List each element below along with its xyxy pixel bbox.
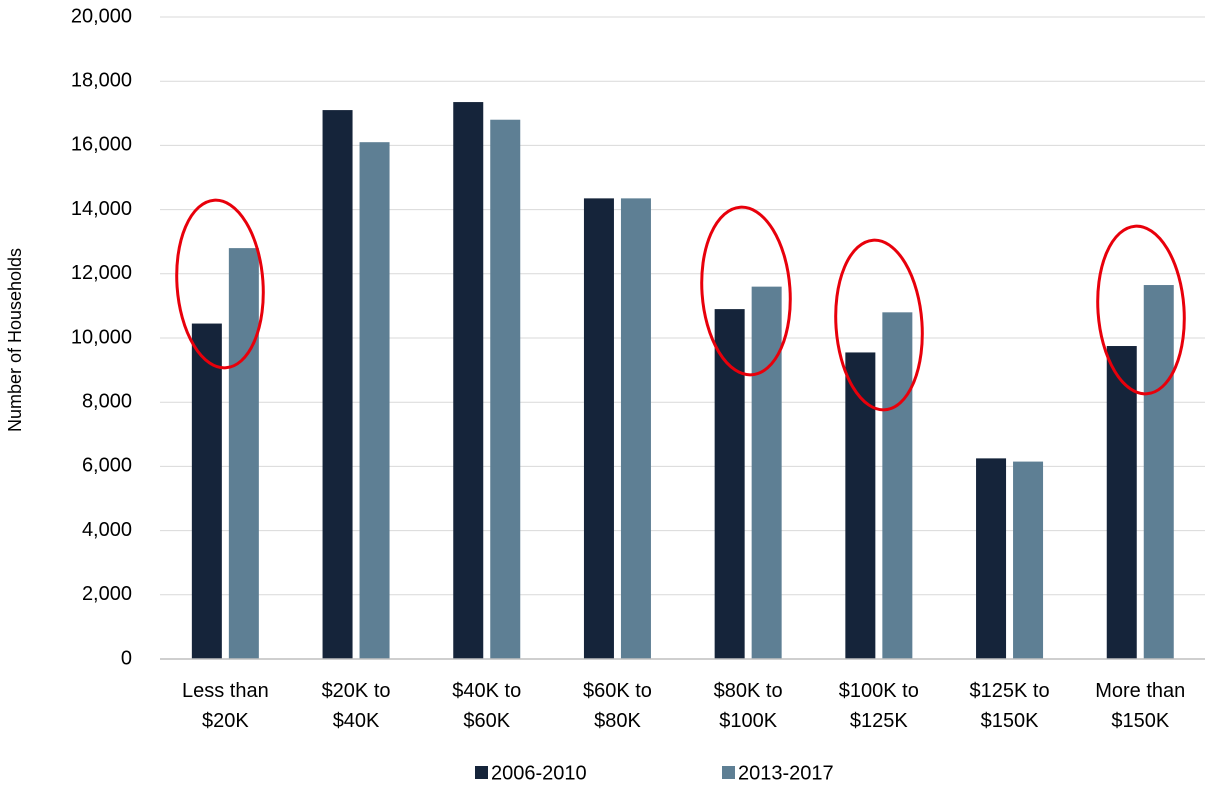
y-tick-label: 10,000 [71,326,132,348]
x-tick-label: $100K to $125K [838,680,919,732]
y-tick-label: 6,000 [82,455,132,477]
bar [714,309,745,659]
y-tick-label: 4,000 [82,519,132,541]
legend-swatch [475,766,488,779]
x-tick-label: Less than $20K [181,680,269,732]
bar [490,119,521,660]
annotations [175,198,1186,412]
bar [322,110,353,660]
y-tick-label: 8,000 [82,390,132,412]
y-tick-label: 18,000 [71,69,132,91]
plot-area [160,16,1205,660]
legend-label: 2006-2010 [491,762,587,784]
y-tick-label: 20,000 [71,5,132,27]
bar [359,142,390,659]
y-tick-label: 0 [121,647,132,669]
highlight-ellipse [175,198,265,370]
bar [191,323,222,659]
highlight-ellipse [1096,224,1186,396]
bar [751,286,782,659]
bar [1106,346,1137,659]
y-axis-title: Number of Households [5,248,25,432]
x-tick-label: $125K to $150K [969,680,1050,732]
legend-label: 2013-2017 [738,762,834,784]
y-tick-label: 2,000 [82,583,132,605]
bar [1013,461,1044,659]
bar [882,312,913,659]
bar [583,198,614,660]
x-tick-label: More than $150K [1095,680,1186,732]
y-tick-label: 16,000 [71,134,132,156]
highlight-ellipse [700,205,792,377]
x-tick-label: $20K to $40K [321,680,391,732]
legend-swatch [722,766,735,779]
bar [976,458,1007,659]
bar [228,248,259,659]
y-tick-label: 12,000 [71,262,132,284]
bar [1143,285,1174,659]
x-tick-label: $80K to $100K [713,680,783,732]
x-tick-label: $60K to $80K [582,680,652,732]
y-tick-label: 14,000 [71,198,132,220]
bar [845,352,876,659]
highlight-ellipse [834,238,924,412]
bar [453,102,484,659]
x-tick-label: $40K to $60K [452,680,522,732]
bar [620,198,651,660]
